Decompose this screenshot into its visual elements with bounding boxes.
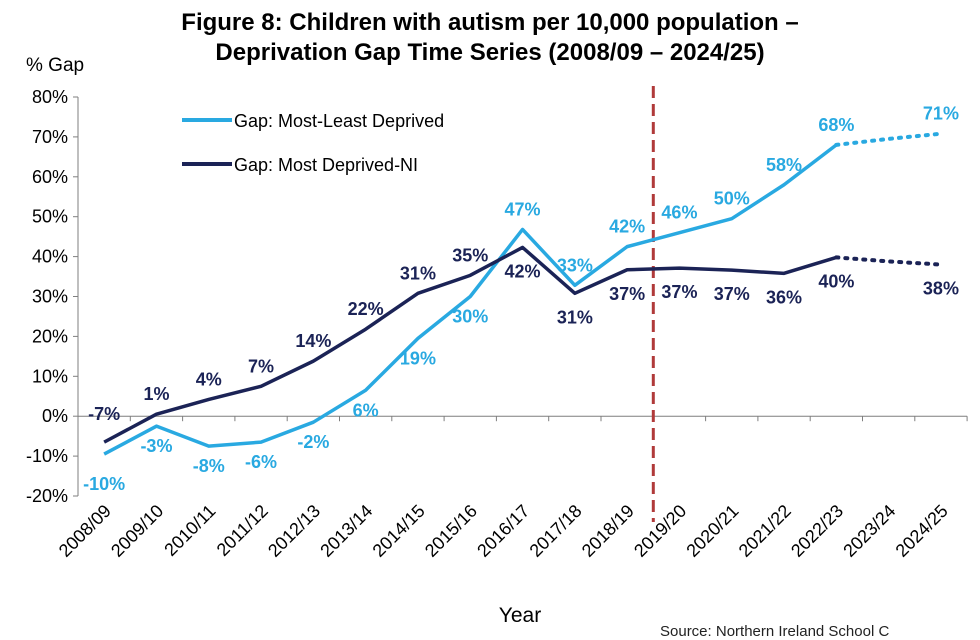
data-label: 35%: [452, 245, 488, 265]
data-label: 31%: [400, 263, 436, 283]
x-tick-label: 2021/22: [735, 501, 795, 561]
series-line-2: [103, 245, 837, 444]
series-line-1: [103, 143, 838, 456]
data-label: 37%: [661, 282, 697, 302]
x-tick-label: 2023/24: [839, 501, 899, 561]
data-label: 40%: [818, 271, 854, 291]
data-label: 42%: [505, 261, 541, 281]
x-tick-label: 2022/23: [787, 501, 847, 561]
y-tick-label: 20%: [32, 326, 68, 346]
x-tick-label: 2016/17: [473, 501, 533, 561]
data-label: 6%: [353, 400, 379, 420]
y-tick-label: 40%: [32, 247, 68, 267]
y-tick-label: 0%: [42, 406, 68, 426]
x-axis-label: Year: [498, 604, 542, 627]
source-note: Source: Northern Ireland School C: [660, 623, 890, 640]
data-label: 37%: [609, 284, 645, 304]
y-tick-label: -20%: [26, 486, 68, 506]
data-label: 42%: [609, 217, 645, 237]
data-label: 38%: [923, 279, 959, 299]
legend-label: Gap: Most Deprived-NI: [234, 155, 418, 175]
data-label: 31%: [557, 307, 593, 327]
data-label: 71%: [923, 104, 959, 124]
y-tick-label: 80%: [32, 87, 68, 107]
data-label: -7%: [88, 404, 120, 424]
data-label: 50%: [714, 189, 750, 209]
x-tick-label: 2011/12: [213, 501, 272, 560]
x-tick-label: 2024/25: [892, 501, 952, 561]
data-label: 46%: [661, 203, 697, 223]
data-label: -2%: [297, 432, 329, 452]
chart-title-line-2: Deprivation Gap Time Series (2008/09 – 2…: [215, 39, 765, 66]
data-label: 7%: [248, 356, 274, 376]
x-tick-label: 2017/18: [526, 501, 586, 561]
x-tick-label: 2020/21: [682, 501, 742, 561]
x-tick-label: 2015/16: [421, 501, 481, 561]
data-label: 68%: [818, 115, 854, 135]
y-axis-label: % Gap: [26, 55, 85, 76]
chart-title-line-1: Figure 8: Children with autism per 10,00…: [181, 9, 799, 36]
x-tick-label: 2012/13: [264, 501, 324, 561]
data-label: -10%: [83, 474, 125, 494]
x-tick-label: 2019/20: [630, 501, 690, 561]
y-tick-label: 10%: [32, 366, 68, 386]
data-label: 37%: [714, 284, 750, 304]
y-tick-label: 70%: [32, 127, 68, 147]
series-projection-2: [834, 255, 943, 267]
x-tick-label: 2018/19: [578, 501, 638, 561]
data-label: -8%: [193, 456, 225, 476]
data-label: 4%: [196, 369, 222, 389]
data-label: 58%: [766, 155, 802, 175]
data-label: 33%: [557, 255, 593, 275]
data-label: 22%: [348, 299, 384, 319]
data-label: 14%: [295, 331, 331, 351]
y-tick-label: -10%: [26, 446, 68, 466]
x-tick-label: 2010/11: [160, 501, 219, 560]
data-label: 36%: [766, 287, 802, 307]
data-label: 19%: [400, 348, 436, 368]
y-tick-label: 30%: [32, 287, 68, 307]
series-projection-1: [834, 131, 943, 147]
data-label: 1%: [143, 384, 169, 404]
chart-title: Figure 8: Children with autism per 10,00…: [0, 8, 980, 68]
data-label: 30%: [452, 307, 488, 327]
data-label: -6%: [245, 452, 277, 472]
x-tick-label: 2008/09: [55, 501, 115, 561]
x-tick-label: 2009/10: [107, 501, 167, 561]
x-tick-label: 2013/14: [316, 501, 376, 561]
data-label: 47%: [505, 199, 541, 219]
y-tick-label: 50%: [32, 207, 68, 227]
legend-label: Gap: Most-Least Deprived: [234, 111, 444, 131]
y-tick-label: 60%: [32, 167, 68, 187]
data-label: -3%: [140, 436, 172, 456]
x-tick-label: 2014/15: [369, 501, 429, 561]
